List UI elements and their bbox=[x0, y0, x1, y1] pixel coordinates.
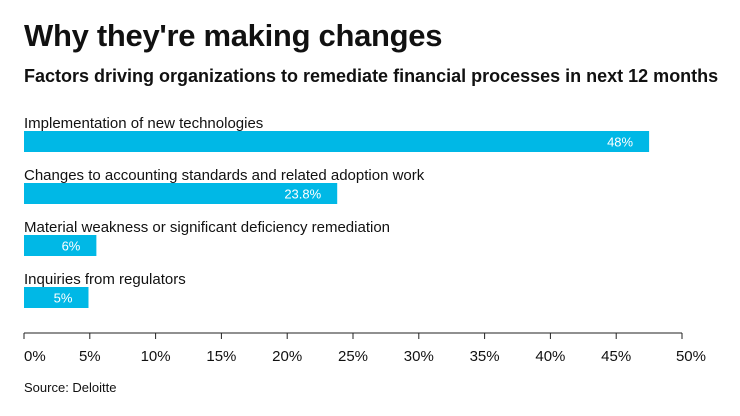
x-tick-label: 20% bbox=[272, 348, 302, 365]
data-label: 48% bbox=[607, 135, 633, 150]
bar bbox=[24, 131, 650, 152]
bar bbox=[24, 235, 97, 256]
x-tick-label: 5% bbox=[79, 348, 101, 365]
x-tick-label: 30% bbox=[404, 348, 434, 365]
bars-layer: Implementation of new technologies 48% Cha… bbox=[24, 115, 650, 308]
x-tick-label: 25% bbox=[338, 348, 368, 365]
category-label: Material weakness or significant deficie… bbox=[24, 219, 390, 236]
data-label: 6% bbox=[62, 239, 81, 254]
x-tick-label: 40% bbox=[535, 348, 565, 365]
x-tick-label: 45% bbox=[601, 348, 631, 365]
bar bbox=[24, 183, 338, 204]
x-tick-label: 35% bbox=[470, 348, 500, 365]
x-tick-label: 15% bbox=[206, 348, 236, 365]
bar bbox=[24, 287, 89, 308]
category-label: Implementation of new technologies bbox=[24, 115, 263, 132]
x-tick-label: 0% bbox=[24, 348, 46, 365]
x-tick-label: 10% bbox=[141, 348, 171, 365]
source-note: Source: Deloitte bbox=[24, 380, 117, 395]
data-label: 23.8% bbox=[284, 187, 321, 202]
category-label: Inquiries from regulators bbox=[24, 271, 186, 288]
chart-title: Why they're making changes bbox=[24, 18, 443, 53]
category-label: Changes to accounting standards and rela… bbox=[24, 167, 425, 184]
data-label: 5% bbox=[54, 291, 73, 306]
x-axis: 0% 5% 10% 15% 20% 25% 30% 35% 40% 45% 50% bbox=[23, 332, 706, 365]
x-tick-label: 50% bbox=[676, 348, 706, 365]
chart-subtitle: Factors driving organizations to remedia… bbox=[24, 66, 719, 86]
